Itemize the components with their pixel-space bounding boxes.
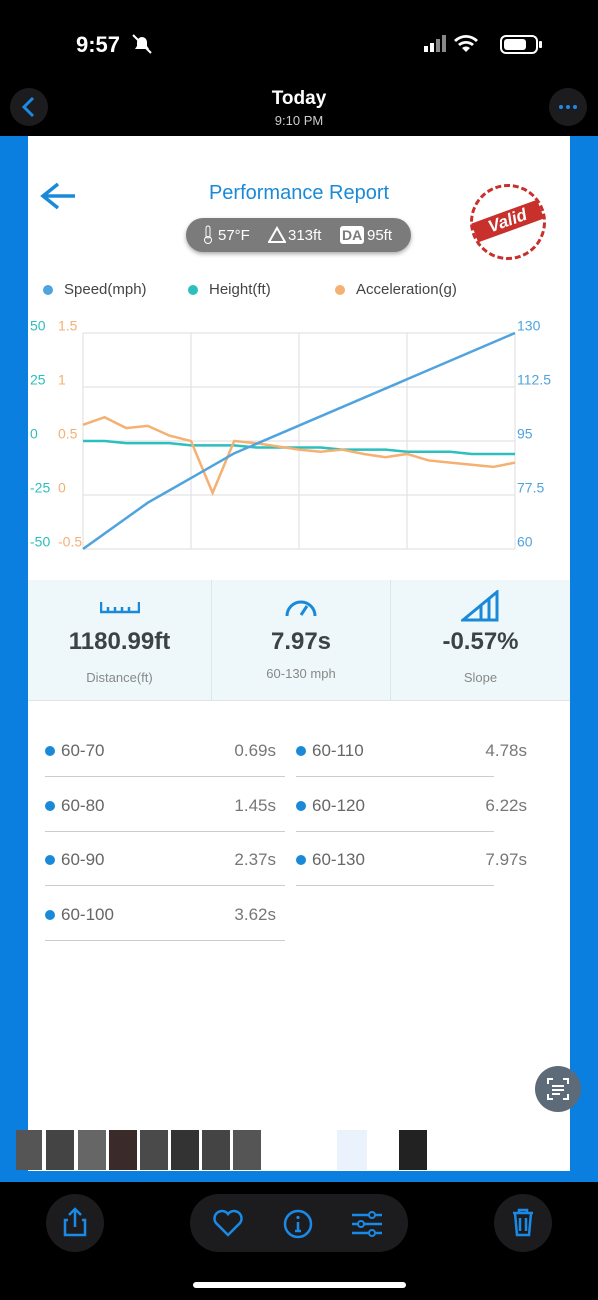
y3-tick-label: -0.5 [58, 534, 82, 550]
nav-title: Today [271, 88, 327, 109]
stat-value: -0.57% [442, 628, 519, 655]
row-divider [296, 885, 494, 886]
y3-tick-label: 0 [58, 480, 66, 496]
live-text-button[interactable] [535, 1066, 581, 1112]
thumbnail-strip [16, 1130, 521, 1170]
series-line [82, 415, 516, 497]
bullet [45, 855, 55, 865]
y3-tick-label: 1.5 [58, 318, 78, 334]
bullet [45, 909, 55, 920]
legend-label: Height(ft) [209, 281, 271, 298]
row-divider [45, 939, 285, 941]
elevation-icon [268, 226, 286, 243]
legend-label: Speed(mph) [64, 281, 147, 298]
row-divider [45, 830, 285, 832]
row-divider [45, 885, 285, 886]
legend-marker [188, 285, 198, 295]
nav-subtitle: 9:10 PM [274, 113, 324, 128]
thermometer-icon [204, 225, 212, 244]
stat-cell: -0.57% Slope [391, 580, 570, 700]
series-line [83, 439, 515, 456]
stat-value: 1180.99ft [68, 628, 171, 655]
stamp-text: Valid [471, 199, 544, 243]
y3-tick-label: 1 [58, 372, 66, 388]
density-altitude: 95ft [367, 227, 393, 244]
more-button[interactable] [549, 88, 587, 126]
action-group [190, 1194, 408, 1252]
temperature: 57°F [218, 227, 250, 244]
gauge-icon [285, 600, 317, 617]
share-button[interactable] [46, 1194, 104, 1252]
delete-button[interactable] [494, 1194, 552, 1252]
stat-label: Distance(ft) [86, 670, 153, 685]
bullet [296, 746, 306, 756]
row-divider [296, 830, 494, 832]
report-back[interactable] [38, 180, 78, 212]
y-tick-label: -25 [30, 480, 50, 496]
chart: Speed(mph) Height(ft) Acceleration(g) 50 25 0… [30, 281, 551, 551]
bullet [45, 800, 55, 811]
y3-tick-label: 0.5 [58, 426, 78, 442]
y2-tick-label: 95 [517, 426, 533, 442]
bullet [45, 746, 55, 756]
ruler-icon [100, 602, 140, 614]
clock: 9:57 [76, 32, 121, 57]
split-range: 60-90 [61, 850, 105, 869]
split-time: 6.22s [485, 795, 527, 815]
report-title: Performance Report [208, 182, 390, 204]
split-range: 60-110 [312, 741, 364, 760]
series-line [82, 331, 516, 551]
divider [28, 700, 570, 701]
back-button[interactable] [10, 88, 48, 126]
split-range: 60-130 [312, 850, 365, 869]
stat-cell: 1180.99ft Distance(ft) [28, 580, 212, 700]
adjust-button[interactable] [350, 1209, 384, 1239]
favorite-button[interactable] [212, 1208, 244, 1238]
row-divider [45, 776, 285, 777]
status-icons [424, 35, 542, 54]
slope-icon [461, 590, 499, 622]
y2-tick-label: 130 [517, 318, 541, 334]
split-time: 1.45s [234, 795, 276, 815]
split-range: 60-70 [61, 741, 105, 760]
legend-marker [335, 285, 345, 295]
da-badge: DA [340, 226, 365, 244]
y2-tick-label: 60 [517, 534, 533, 550]
stat-label: Slope [463, 670, 498, 685]
conditions-pill: 57°F 313ft DA 95ft [186, 218, 411, 252]
y-tick-label: 50 [30, 318, 46, 334]
stat-label: 60-130 mph [266, 666, 336, 681]
y-tick-label: -50 [30, 534, 50, 550]
split-time: 0.69s [234, 741, 276, 760]
split-time: 7.97s [485, 850, 527, 869]
split-time: 2.37s [234, 850, 276, 869]
y-tick-label: 0 [30, 426, 38, 442]
home-indicator [193, 1282, 406, 1288]
bullet [296, 855, 306, 865]
info-button[interactable] [283, 1209, 313, 1239]
y-tick-label: 25 [30, 372, 46, 388]
y2-tick-label: 77.5 [517, 480, 544, 496]
row-divider [296, 776, 494, 777]
elevation: 313ft [288, 227, 322, 244]
legend-marker [43, 285, 53, 295]
mute-icon [132, 34, 152, 54]
split-range: 60-100 [61, 904, 114, 924]
y2-tick-label: 112.5 [517, 372, 551, 388]
legend-label: Acceleration(g) [356, 281, 457, 298]
stat-cell: 7.97s 60-130 mph [212, 580, 391, 700]
bullet [296, 800, 306, 811]
split-time: 3.62s [234, 904, 276, 924]
split-range: 60-120 [312, 795, 365, 815]
stat-value: 7.97s [270, 628, 332, 655]
split-time: 4.78s [485, 741, 527, 760]
split-range: 60-80 [61, 795, 105, 815]
